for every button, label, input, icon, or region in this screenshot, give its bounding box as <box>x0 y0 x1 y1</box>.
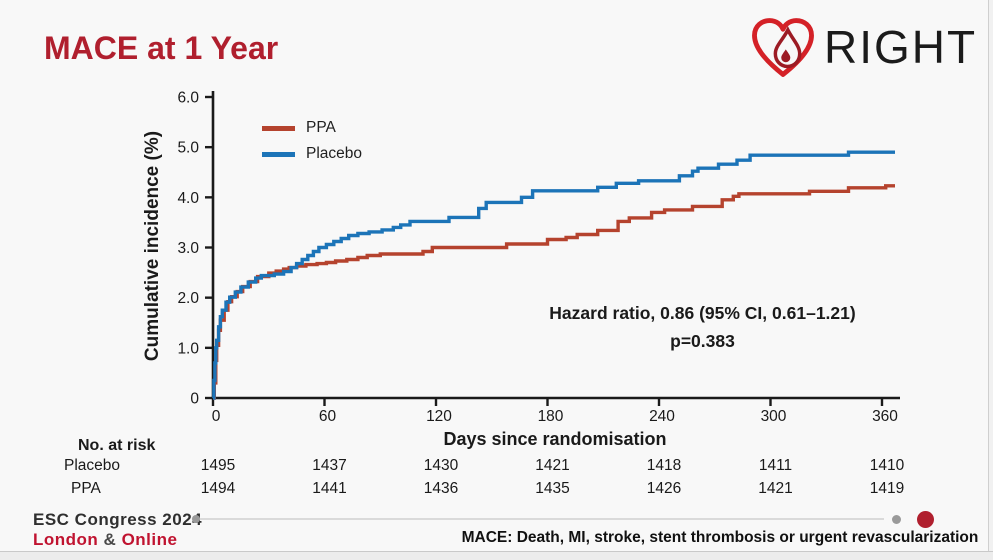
legend-label-placebo: Placebo <box>306 145 363 162</box>
mace-definition: MACE: Death, MI, stroke, stent thrombosi… <box>461 529 979 546</box>
svg-text:300: 300 <box>761 408 787 425</box>
at-risk-row-label-placebo: Placebo <box>64 457 121 474</box>
svg-text:4.0: 4.0 <box>177 190 199 207</box>
svg-text:180: 180 <box>538 408 564 425</box>
svg-text:0: 0 <box>212 408 221 425</box>
at-risk-value: 1418 <box>646 457 682 474</box>
y-ticks <box>205 95 213 400</box>
legend-item-ppa: PPA <box>262 115 362 141</box>
x-axis-title: Days since randomisation <box>443 429 667 449</box>
slide-bottom-edge <box>0 551 993 560</box>
at-risk-value: 1419 <box>869 480 905 497</box>
at-risk-value: 1435 <box>535 480 570 497</box>
congress-location: London & Online <box>33 530 177 550</box>
progress-line <box>196 518 884 520</box>
chart-legend: PPA Placebo <box>262 115 362 167</box>
progress-dot-grey <box>892 515 901 524</box>
hazard-ratio-annotation: Hazard ratio, 0.86 (95% CI, 0.61–1.21) p… <box>470 299 935 355</box>
svg-text:2.0: 2.0 <box>177 290 199 307</box>
svg-text:0: 0 <box>190 391 199 408</box>
progress-dot-red <box>917 511 934 528</box>
at-risk-value: 1441 <box>312 480 347 497</box>
at-risk-value: 1421 <box>758 480 793 497</box>
at-risk-header: No. at risk <box>78 437 156 454</box>
series-ppa-curve <box>212 184 895 400</box>
at-risk-value: 1430 <box>423 457 459 474</box>
page-title: MACE at 1 Year <box>44 30 279 66</box>
at-risk-value: 1494 <box>200 480 236 497</box>
congress-title: ESC Congress 2024 <box>33 510 203 529</box>
placebo-line-swatch <box>262 151 295 157</box>
legend-item-placebo: Placebo <box>262 141 362 167</box>
svg-text:6.0: 6.0 <box>177 90 199 107</box>
at-risk-value: 1410 <box>869 457 905 474</box>
y-axis-title: Cumulative incidence (%) <box>142 130 163 362</box>
at-risk-value: 1436 <box>423 480 459 497</box>
congress-mode: Online <box>121 530 178 549</box>
svg-text:3.0: 3.0 <box>177 240 199 257</box>
heart-drop-icon <box>752 18 814 77</box>
right-trial-logo: RIGHT <box>748 16 977 80</box>
at-risk-value: 1421 <box>535 457 570 474</box>
svg-text:120: 120 <box>426 408 452 425</box>
hazard-ratio-text: Hazard ratio, 0.86 (95% CI, 0.61–1.21) <box>549 303 856 323</box>
at-risk-value: 1437 <box>312 457 347 474</box>
svg-text:60: 60 <box>319 408 337 425</box>
svg-text:240: 240 <box>649 408 675 425</box>
legend-label-ppa: PPA <box>306 119 336 136</box>
progress-dot-start <box>192 515 200 523</box>
at-risk-value: 1495 <box>200 457 236 474</box>
y-tick-labels: 0 1.0 2.0 3.0 4.0 5.0 6.0 <box>177 90 199 408</box>
svg-text:5.0: 5.0 <box>177 140 199 157</box>
at-risk-value: 1426 <box>646 480 682 497</box>
congress-ampersand: & <box>103 530 117 549</box>
at-risk-row-label-ppa: PPA <box>71 480 101 497</box>
congress-city: London <box>33 530 99 549</box>
svg-text:360: 360 <box>872 408 898 425</box>
slide-right-edge <box>988 0 993 551</box>
x-tick-labels: 0 60 120 180 240 300 360 <box>212 408 899 425</box>
svg-text:1.0: 1.0 <box>177 340 199 357</box>
at-risk-value: 1411 <box>758 457 793 474</box>
ppa-line-swatch <box>262 125 295 131</box>
p-value-text: p=0.383 <box>670 331 735 351</box>
logo-wordmark: RIGHT <box>824 21 978 73</box>
series-placebo-curve <box>212 150 895 400</box>
